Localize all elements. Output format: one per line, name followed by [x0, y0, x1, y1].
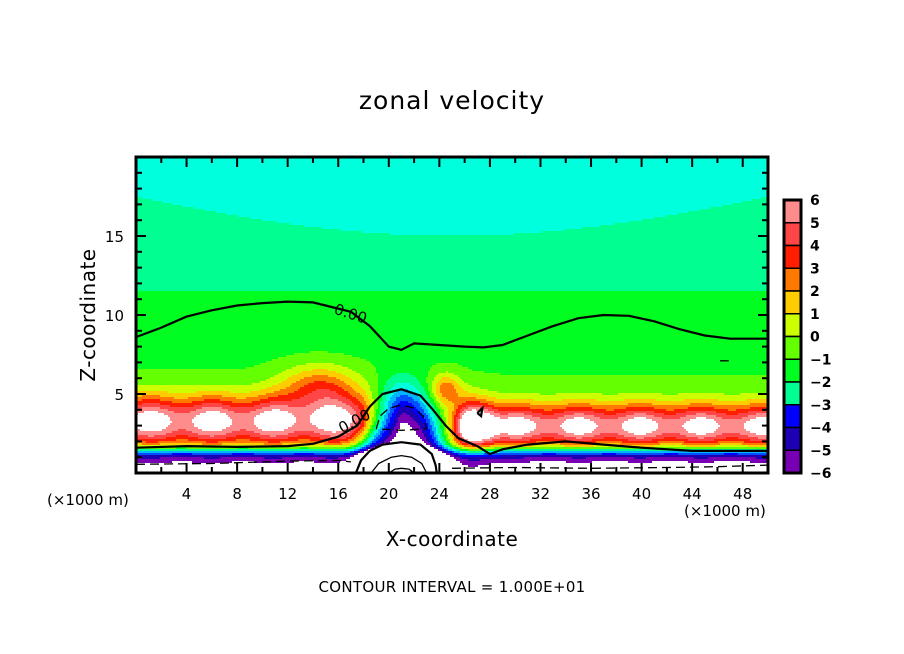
z-unit-label: (×1000 m) [47, 491, 129, 509]
plot-frame [134, 155, 770, 475]
colorbar-tick-label: −2 [810, 375, 831, 391]
colorbar-tick-label: 6 [810, 193, 820, 209]
colorbar-band [783, 267, 802, 292]
y-tick-label: 15 [105, 228, 124, 246]
colorbar-tick-label: 0 [810, 330, 820, 346]
colorbar-tick-label: 3 [810, 261, 820, 277]
colorbar-band [783, 404, 802, 429]
contour-interval-note: CONTOUR INTERVAL = 1.000E+01 [318, 578, 586, 596]
colorbar-frame [782, 198, 803, 475]
contour-labels: 0.000.00 [332, 300, 373, 437]
x-axis-label: X-coordinate [385, 527, 519, 551]
contour-line-2 [375, 404, 428, 431]
colorbar-band [783, 449, 802, 474]
contour-line-5 [354, 441, 438, 474]
x-tick-label: 8 [232, 485, 242, 503]
contour-line-0 [135, 300, 768, 351]
contour-line-3 [135, 459, 351, 465]
colorbar-band [783, 426, 802, 451]
x-unit-label: (×1000 m) [684, 502, 766, 520]
x-tick-label: 32 [531, 485, 550, 503]
contour-line-4 [451, 464, 769, 469]
colorbar: 6 5 4 3 2 1 0 −1 −2 −3 −4 −5 −6 [782, 193, 832, 482]
contour-line-6 [370, 454, 428, 474]
x-tick-label: 24 [430, 485, 449, 503]
y-axis-label: Z-coordinate [76, 248, 100, 382]
colorbar-tick-label: −5 [810, 443, 831, 459]
x-tick-label: 28 [480, 485, 499, 503]
colorbar-tick-label: −4 [810, 421, 832, 437]
contour-label: 0.00 [332, 300, 369, 327]
contour-field [136, 157, 768, 473]
x-axis-ticks: 4 8 12 16 20 24 28 32 36 40 44 48 [160, 157, 752, 503]
contour-lines [135, 300, 769, 474]
x-tick-label: 40 [632, 485, 651, 503]
colorbar-band [783, 290, 802, 315]
colorbar-band [783, 381, 802, 406]
x-tick-label: 16 [329, 485, 348, 503]
colorbar-tick-label: −3 [810, 398, 831, 414]
colorbar-tick-label: −6 [810, 466, 831, 482]
contour-line-1 [135, 388, 768, 456]
contour-line-7 [388, 467, 415, 474]
colorbar-band [783, 222, 802, 247]
colorbar-tick-label: −1 [810, 352, 831, 368]
contour-line-8 [476, 405, 484, 419]
colorbar-band [783, 199, 802, 224]
colorbar-tick-label: 2 [810, 284, 820, 300]
colorbar-tick-label: 5 [810, 216, 820, 232]
colorbar-tick-label: 1 [810, 307, 820, 323]
y-tick-label: 10 [105, 307, 124, 325]
x-tick-label: 12 [278, 485, 297, 503]
colorbar-band [783, 313, 802, 338]
x-tick-label: 20 [379, 485, 398, 503]
colorbar-tick-label: 4 [810, 239, 820, 255]
chart-title: zonal velocity [358, 86, 546, 115]
x-tick-label: 48 [733, 485, 752, 503]
x-tick-label: 44 [683, 485, 702, 503]
x-tick-label: 36 [581, 485, 600, 503]
y-axis-ticks: 5 10 15 [105, 171, 768, 459]
colorbar-band [783, 335, 802, 360]
y-tick-label: 5 [114, 386, 124, 404]
colorbar-band [783, 244, 802, 269]
colorbar-band [783, 358, 802, 383]
x-tick-label: 4 [182, 485, 192, 503]
